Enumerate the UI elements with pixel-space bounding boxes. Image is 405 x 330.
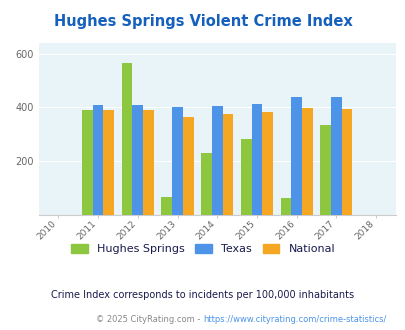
Bar <box>222 115 233 214</box>
Bar <box>290 97 301 214</box>
Bar <box>122 63 132 214</box>
Bar <box>143 111 153 214</box>
Bar <box>211 106 222 214</box>
Text: Crime Index corresponds to incidents per 100,000 inhabitants: Crime Index corresponds to incidents per… <box>51 290 354 300</box>
Bar <box>103 111 114 214</box>
Bar <box>172 107 182 214</box>
Bar <box>200 153 211 215</box>
Bar <box>320 125 330 214</box>
Bar <box>262 112 272 214</box>
Bar <box>240 139 251 214</box>
Legend: Hughes Springs, Texas, National: Hughes Springs, Texas, National <box>66 239 339 258</box>
Bar <box>341 109 352 214</box>
Text: https://www.cityrating.com/crime-statistics/: https://www.cityrating.com/crime-statist… <box>202 315 386 324</box>
Bar <box>161 197 172 214</box>
Bar <box>132 105 143 214</box>
Text: © 2025 CityRating.com -: © 2025 CityRating.com - <box>96 315 202 324</box>
Bar <box>301 108 312 214</box>
Bar <box>280 198 290 214</box>
Bar <box>251 104 262 214</box>
Bar <box>92 105 103 214</box>
Bar <box>182 117 193 214</box>
Bar <box>330 96 341 214</box>
Text: Hughes Springs Violent Crime Index: Hughes Springs Violent Crime Index <box>53 14 352 29</box>
Bar <box>82 110 92 214</box>
